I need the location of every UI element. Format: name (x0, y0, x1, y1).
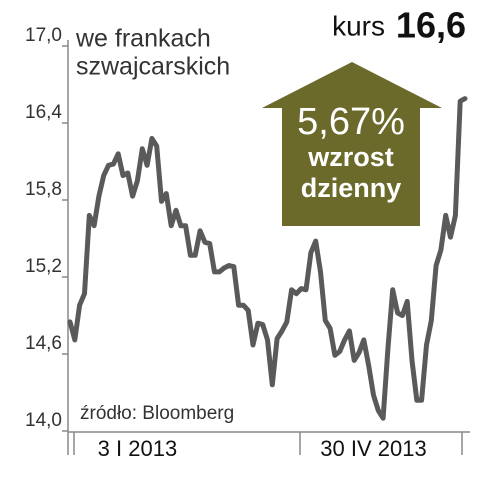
plot-area: 14,0 14,6 15,2 15,8 16,4 17,0 3 I 2013 30 IV 20… (25, 25, 470, 461)
current-value: 16,6 (396, 5, 466, 46)
y-tick-label: 14,6 (25, 333, 62, 354)
y-tick-label: 15,2 (25, 256, 62, 277)
annotation-arrow (262, 62, 442, 226)
annotation-text: dzienny (301, 173, 402, 203)
y-tick-label: 14,0 (25, 410, 62, 431)
x-tick-label: 3 I 2013 (98, 436, 178, 461)
current-label: kurs (332, 10, 385, 41)
source-note: źródło: Bloomberg (80, 403, 234, 424)
price-line (67, 96, 468, 421)
annotation-text: 5,67% (297, 101, 405, 143)
annotation-text: wzrost (307, 142, 394, 172)
y-tick-label: 16,4 (25, 102, 62, 123)
y-tick-label: 15,8 (25, 179, 62, 200)
annotation: 5,67% wzrost dzienny (262, 62, 442, 226)
chart-title: szwajcarskich (76, 53, 230, 81)
chart-title: we frankach (75, 25, 211, 53)
x-tick-label: 30 IV 2013 (320, 436, 426, 461)
y-tick-label: 17,0 (25, 25, 62, 46)
